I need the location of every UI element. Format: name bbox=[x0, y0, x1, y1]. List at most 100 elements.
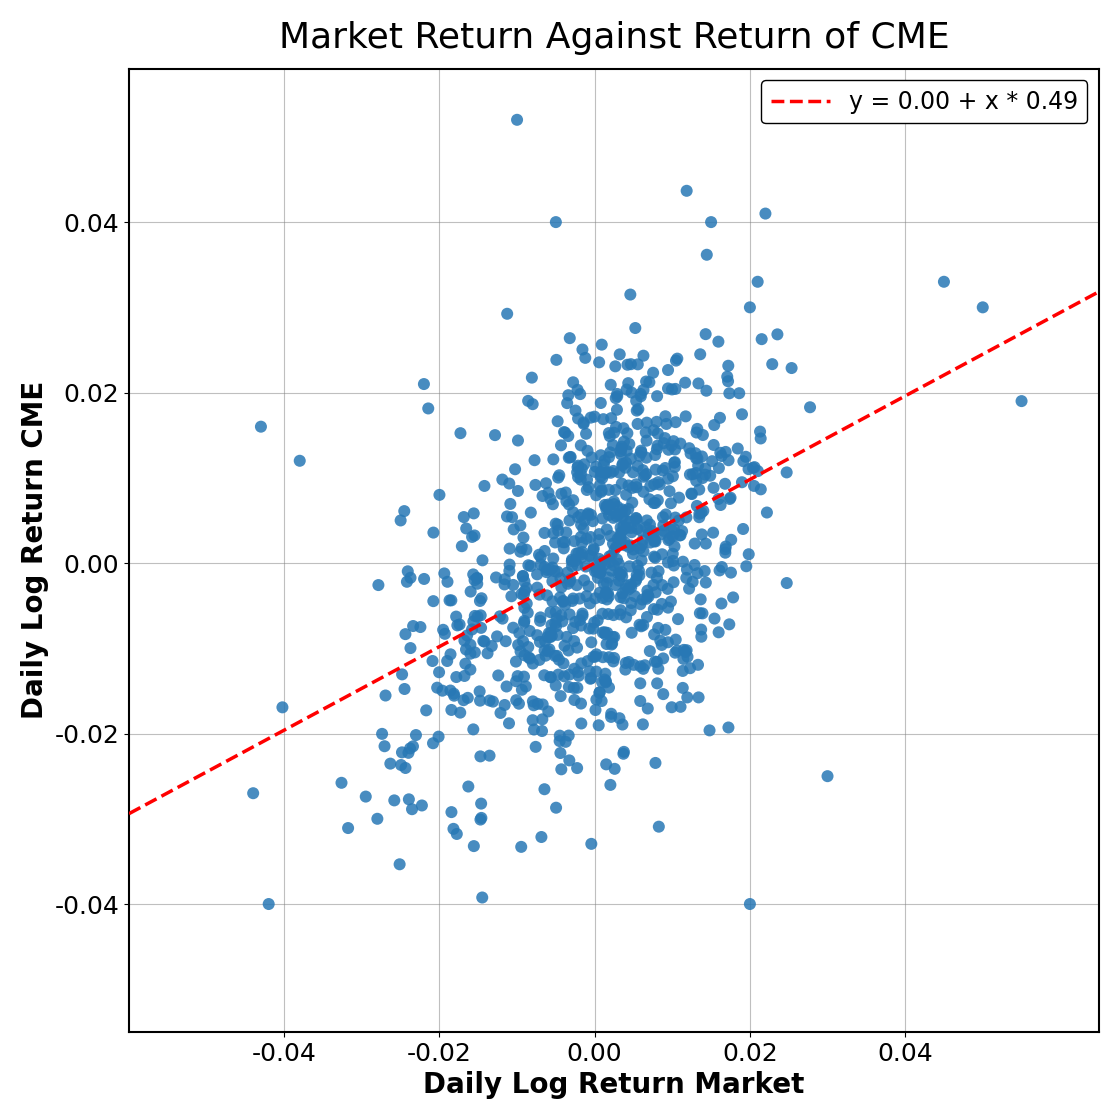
Point bbox=[554, 592, 572, 610]
Point bbox=[648, 492, 666, 510]
Point bbox=[515, 599, 533, 617]
Point bbox=[448, 616, 466, 634]
Point bbox=[558, 523, 576, 541]
Point bbox=[559, 386, 577, 404]
Point bbox=[457, 520, 475, 538]
Point bbox=[619, 476, 637, 494]
Point bbox=[578, 470, 596, 488]
Point bbox=[582, 834, 600, 852]
Point bbox=[514, 633, 532, 651]
Point bbox=[594, 589, 612, 607]
Point bbox=[688, 497, 706, 515]
Point bbox=[665, 520, 683, 538]
Point bbox=[685, 534, 703, 552]
Point bbox=[711, 444, 729, 461]
Point bbox=[578, 480, 596, 498]
Point bbox=[553, 613, 571, 631]
Point bbox=[569, 381, 587, 399]
Point bbox=[544, 450, 562, 468]
Point bbox=[560, 665, 578, 683]
Point bbox=[581, 670, 599, 688]
Point bbox=[438, 652, 456, 670]
Point bbox=[637, 590, 655, 608]
Point bbox=[568, 464, 586, 482]
Point bbox=[603, 708, 620, 726]
Point bbox=[691, 345, 709, 363]
Point bbox=[614, 501, 632, 519]
Point bbox=[645, 625, 663, 643]
Point bbox=[657, 416, 675, 433]
Point bbox=[547, 676, 564, 694]
Point bbox=[629, 562, 647, 580]
Point bbox=[533, 722, 551, 740]
Point bbox=[504, 618, 522, 636]
Point bbox=[592, 483, 610, 501]
Point bbox=[697, 459, 715, 477]
Point bbox=[597, 585, 615, 603]
Point bbox=[568, 759, 586, 777]
Point bbox=[442, 803, 460, 821]
Point bbox=[616, 459, 634, 477]
Point bbox=[637, 423, 655, 441]
Point bbox=[600, 424, 618, 442]
Point bbox=[587, 559, 605, 577]
Point bbox=[768, 326, 786, 344]
Point bbox=[590, 550, 608, 568]
Point bbox=[752, 422, 769, 440]
Point bbox=[617, 486, 635, 504]
Point bbox=[457, 641, 475, 659]
Point bbox=[706, 417, 724, 435]
Point bbox=[393, 744, 411, 762]
Point bbox=[688, 423, 706, 441]
Point bbox=[557, 596, 575, 614]
Point bbox=[587, 647, 605, 665]
Point bbox=[631, 540, 648, 558]
Point bbox=[680, 439, 698, 457]
Point bbox=[385, 792, 403, 810]
Point bbox=[404, 737, 422, 755]
Point bbox=[600, 448, 618, 466]
Point bbox=[637, 465, 655, 483]
Point bbox=[616, 533, 634, 551]
Point bbox=[674, 662, 692, 680]
Point bbox=[556, 637, 573, 655]
Point bbox=[678, 508, 696, 526]
Point bbox=[601, 444, 619, 461]
Point bbox=[638, 586, 656, 604]
Point bbox=[634, 660, 652, 678]
Point bbox=[608, 401, 626, 419]
Point bbox=[560, 512, 578, 530]
Point bbox=[430, 663, 448, 681]
Point bbox=[739, 460, 757, 478]
Point bbox=[627, 510, 645, 528]
Point bbox=[370, 576, 388, 594]
Point bbox=[416, 570, 433, 588]
Point bbox=[664, 432, 682, 450]
Point bbox=[575, 413, 592, 431]
Point bbox=[589, 612, 607, 629]
Point bbox=[598, 575, 616, 592]
Point bbox=[592, 463, 610, 480]
Point bbox=[564, 679, 582, 697]
Point bbox=[664, 528, 682, 545]
Point bbox=[585, 648, 603, 666]
Point bbox=[608, 388, 626, 405]
Point bbox=[619, 500, 637, 517]
Point bbox=[465, 566, 483, 584]
Point bbox=[652, 525, 670, 543]
Point bbox=[496, 696, 514, 713]
Point bbox=[566, 532, 584, 550]
Point bbox=[465, 720, 483, 738]
Point bbox=[596, 496, 614, 514]
Point bbox=[758, 504, 776, 522]
Point bbox=[504, 576, 522, 594]
Point bbox=[601, 501, 619, 519]
Point bbox=[435, 620, 452, 638]
Point bbox=[442, 701, 460, 719]
Point bbox=[675, 641, 693, 659]
Point bbox=[646, 532, 664, 550]
Point bbox=[541, 641, 559, 659]
Point bbox=[659, 633, 676, 651]
Point bbox=[613, 440, 631, 458]
Point bbox=[557, 732, 575, 750]
